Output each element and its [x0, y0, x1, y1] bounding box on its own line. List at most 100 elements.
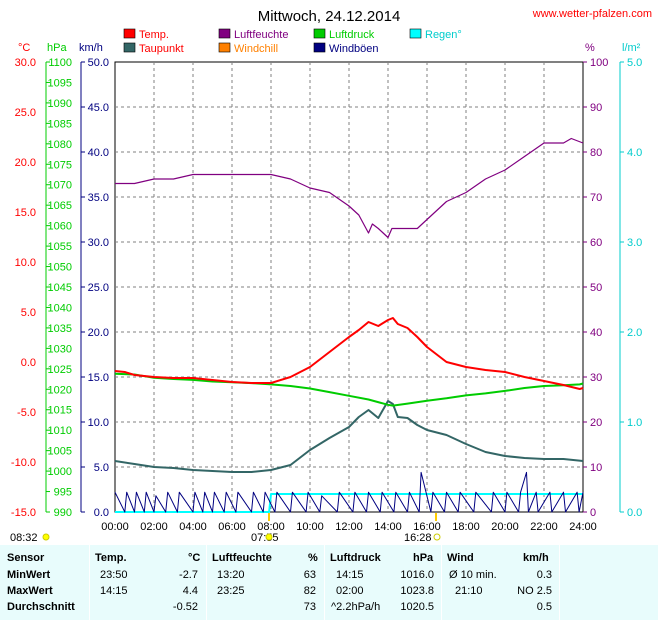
pressure-tick-label: 990 — [54, 507, 72, 519]
header-pressure-unit: hPa — [413, 552, 434, 564]
legend-label: Regen° — [425, 29, 462, 41]
pressure-tick-label: 1095 — [48, 77, 72, 89]
humidity-tick-label: 50 — [590, 282, 602, 294]
temp-tick-label: 10.0 — [15, 257, 36, 269]
row-max-temp-val: 4.4 — [182, 585, 198, 597]
sun-icon — [265, 533, 273, 541]
row-avg-label: Durchschnitt — [7, 601, 75, 613]
header-sensor: Sensor — [7, 552, 45, 564]
header-temp: Temp. — [95, 552, 127, 564]
wind-tick-label: 0.0 — [94, 507, 109, 519]
humidity-tick-label: 10 — [590, 462, 602, 474]
row-min-hum-val: 63 — [303, 569, 316, 581]
axis-units: °C hPa km/h% l/m² — [18, 42, 641, 54]
pressure-tick-label: 1080 — [48, 139, 72, 151]
series-line-luftdruck — [114, 372, 584, 407]
wind-unit-label: km/h — [79, 42, 103, 54]
x-tick-label: 04:00 — [179, 521, 207, 533]
legend-swatch — [123, 42, 136, 53]
pressure-tick-label: 1020 — [48, 384, 72, 396]
rain-tick-label: 0.0 — [627, 507, 642, 519]
rain-tick-label: 3.0 — [627, 237, 642, 249]
x-tick-label: 12:00 — [335, 521, 363, 533]
temp-tick-label: 30.0 — [15, 57, 36, 69]
pressure-tick-label: 1070 — [48, 180, 72, 192]
legend-swatch — [313, 42, 326, 53]
x-tick-label: 08:00 — [257, 521, 285, 533]
legend-label: Luftdruck — [329, 29, 375, 41]
legend-swatch — [409, 28, 422, 39]
temp-tick-label: -5.0 — [17, 407, 36, 419]
row-min-press-val: 1016.0 — [400, 569, 434, 581]
row-avg-wind-val: 0.5 — [536, 601, 552, 613]
row-max-hum-val: 82 — [303, 585, 316, 597]
row-min-press-time: 14:15 — [336, 569, 364, 581]
temp-tick-label: 25.0 — [15, 107, 36, 119]
x-tick-label: 20:00 — [491, 521, 519, 533]
humidity-tick-label: 90 — [590, 102, 602, 114]
pressure-tick-label: 1035 — [48, 323, 72, 335]
x-tick-label: 00:00 — [101, 521, 129, 533]
humidity-tick-label: 0 — [590, 507, 596, 519]
pressure-tick-label: 1045 — [48, 282, 72, 294]
temp-tick-label: -15.0 — [11, 507, 36, 519]
sun-marker-time: 07:55 — [251, 532, 279, 544]
legend-label: Temp. — [139, 29, 169, 41]
pressure-tick-label: 1040 — [48, 302, 72, 314]
temp-tick-label: 20.0 — [15, 157, 36, 169]
pressure-tick-label: 1010 — [48, 425, 72, 437]
humidity-tick-label: 100 — [590, 57, 608, 69]
row-max-temp-time: 14:15 — [100, 585, 128, 597]
wind-tick-label: 40.0 — [88, 147, 109, 159]
pressure-tick-label: 1015 — [48, 405, 72, 417]
header-wind: Wind — [447, 552, 474, 564]
pressure-unit-label: hPa — [47, 42, 67, 54]
rain-tick-label: 1.0 — [627, 417, 642, 429]
legend-swatch — [313, 28, 326, 39]
sun-times: 08:32 07:55 16:28 — [10, 513, 441, 544]
wind-tick-label: 45.0 — [88, 102, 109, 114]
legend-label: Luftfeuchte — [234, 29, 288, 41]
header-temp-unit: °C — [188, 552, 201, 564]
row-max-press-val: 1023.8 — [400, 585, 434, 597]
temp-tick-label: -10.0 — [11, 457, 36, 469]
series-line-windben — [114, 471, 584, 513]
row-min-label: MinWert — [7, 569, 51, 581]
header-wind-unit: km/h — [523, 552, 549, 564]
x-tick-label: 18:00 — [452, 521, 480, 533]
pressure-tick-label: 1005 — [48, 446, 72, 458]
legend-swatch — [218, 42, 231, 53]
humidity-unit-label: % — [585, 42, 595, 54]
chart-series — [114, 137, 584, 513]
humidity-tick-label: 20 — [590, 417, 602, 429]
x-tick-label: 14:00 — [374, 521, 402, 533]
rain-tick-label: 4.0 — [627, 147, 642, 159]
legend-label: Taupunkt — [139, 43, 184, 55]
wind-tick-label: 30.0 — [88, 237, 109, 249]
chart-legend: Temp. Luftfeuchte Luftdruck Regen° Taupunkt W… — [123, 28, 462, 55]
row-avg-press-trend: ^2.2hPa/h — [331, 601, 381, 613]
row-min-hum-time: 13:20 — [217, 569, 245, 581]
pressure-tick-label: 1055 — [48, 241, 72, 253]
humidity-tick-label: 30 — [590, 372, 602, 384]
sunset-icon — [433, 533, 441, 541]
pressure-tick-label: 1030 — [48, 343, 72, 355]
row-min-temp-val: -2.7 — [179, 569, 198, 581]
pressure-tick-label: 1050 — [48, 262, 72, 274]
temp-unit-label: °C — [18, 42, 30, 54]
x-tick-label: 24:00 — [569, 521, 597, 533]
wind-tick-label: 15.0 — [88, 372, 109, 384]
wind-tick-label: 25.0 — [88, 282, 109, 294]
wind-tick-label: 20.0 — [88, 327, 109, 339]
temp-tick-label: 0.0 — [21, 357, 36, 369]
chart-axes: 30.0 25.0 20.0 15.0 10.0 5.0 0.0 -5.0 -10.0 -15.0… — [11, 57, 642, 533]
sunrise-time: 08:32 — [10, 532, 38, 544]
temp-tick-label: 15.0 — [15, 207, 36, 219]
humidity-tick-label: 40 — [590, 327, 602, 339]
x-tick-label: 10:00 — [296, 521, 324, 533]
row-avg-press-val: 1020.5 — [400, 601, 434, 613]
row-max-wind-label: 21:10 — [455, 585, 483, 597]
chart-title: Mittwoch, 24.12.2014 — [258, 8, 401, 25]
legend-swatch — [218, 28, 231, 39]
header-humidity: Luftfeuchte — [212, 552, 272, 564]
